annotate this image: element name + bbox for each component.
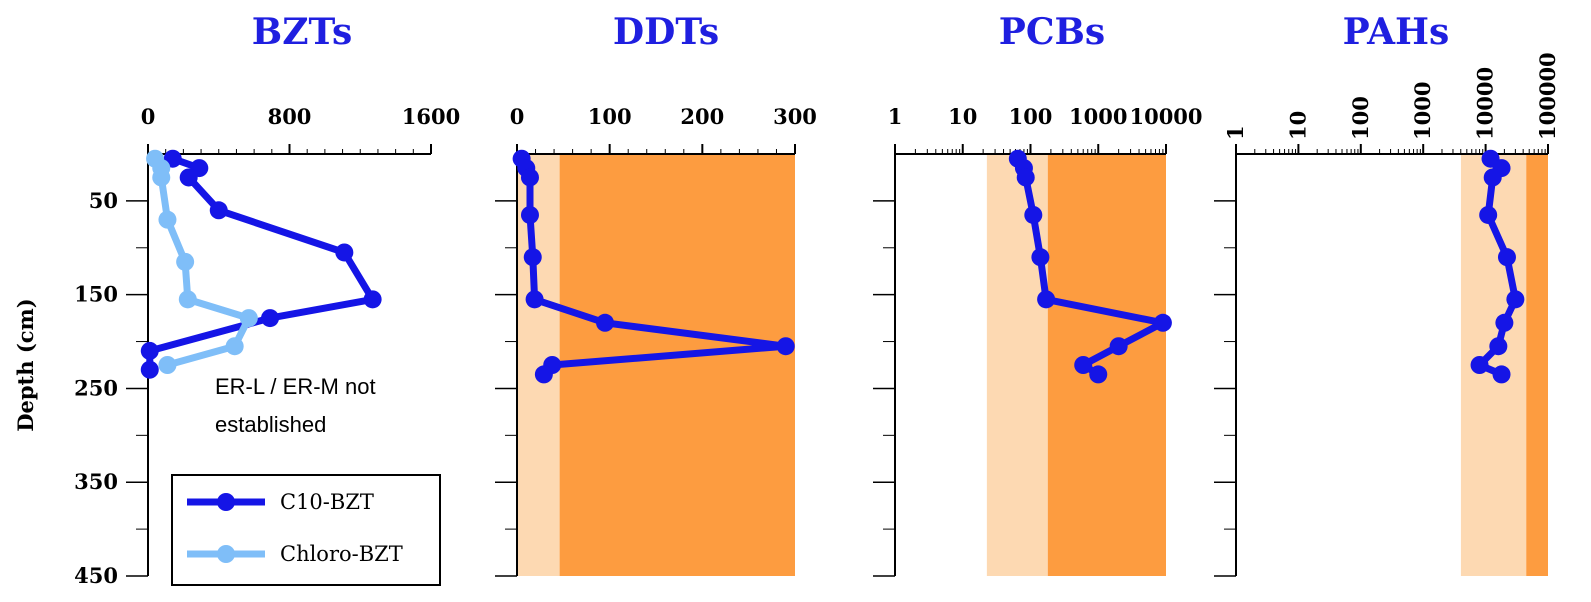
panel-bzts: BZTs 0 800 1600 50 150 250 350 450 bbox=[74, 11, 460, 588]
er-m-band bbox=[1047, 154, 1166, 576]
panel-ddts: DDTs 0 100 200 300 bbox=[495, 11, 817, 577]
er-m-band bbox=[1526, 154, 1548, 576]
legend: C10-BZT Chloro-BZT bbox=[171, 474, 441, 586]
x-tick-label: 1000 bbox=[1410, 82, 1435, 140]
legend-box bbox=[171, 474, 441, 586]
data-point bbox=[534, 365, 553, 384]
data-point bbox=[1506, 290, 1525, 309]
x-tick-label: 1000 bbox=[1069, 104, 1127, 129]
y-tick-label: 150 bbox=[74, 282, 118, 307]
y-axis-title: Depth (cm) bbox=[13, 298, 38, 431]
data-point bbox=[1495, 313, 1514, 332]
legend-swatch-marker bbox=[217, 545, 235, 563]
panel-title: PAHs bbox=[1343, 11, 1450, 53]
data-point bbox=[596, 313, 615, 332]
data-point bbox=[525, 290, 544, 309]
data-point bbox=[179, 168, 198, 187]
x-tick-label: 1 bbox=[888, 104, 903, 129]
x-tick-label: 100 bbox=[1348, 96, 1373, 140]
data-point bbox=[1024, 205, 1043, 224]
x-tick-label: 200 bbox=[680, 104, 724, 129]
x-tick-label: 1600 bbox=[402, 104, 460, 129]
data-point bbox=[1492, 365, 1511, 384]
data-point bbox=[520, 168, 539, 187]
x-tick-label: 1 bbox=[1223, 125, 1248, 140]
panel-title: DDTs bbox=[613, 11, 719, 53]
data-point bbox=[776, 337, 795, 356]
x-tick-label: 100 bbox=[1009, 104, 1053, 129]
y-tick-label: 250 bbox=[74, 375, 118, 400]
x-tick-label: 0 bbox=[141, 104, 156, 129]
data-point bbox=[209, 201, 228, 220]
data-point bbox=[152, 168, 171, 187]
x-tick-label: 10 bbox=[948, 104, 977, 129]
data-point bbox=[1479, 205, 1498, 224]
data-point bbox=[363, 290, 382, 309]
panel-title: PCBs bbox=[999, 11, 1105, 53]
data-point bbox=[335, 243, 354, 262]
data-point bbox=[261, 309, 280, 328]
data-point bbox=[176, 252, 195, 271]
legend-label: Chloro-BZT bbox=[280, 542, 403, 566]
y-tick-label: 50 bbox=[89, 188, 118, 213]
panel-title: BZTs bbox=[252, 11, 352, 53]
x-tick-label: 10 bbox=[1285, 111, 1310, 140]
y-tick-label: 450 bbox=[74, 563, 118, 588]
data-point bbox=[225, 337, 244, 356]
data-point bbox=[178, 290, 197, 309]
x-tick-label: 10000 bbox=[1473, 67, 1498, 140]
x-tick-label: 300 bbox=[773, 104, 817, 129]
note-line: established bbox=[215, 412, 326, 437]
data-point bbox=[1153, 313, 1172, 332]
data-point bbox=[1031, 248, 1050, 267]
note-line: ER-L / ER-M not bbox=[215, 374, 376, 399]
panel-pahs: PAHs 1 10 100 1000 10000 100000 bbox=[1214, 11, 1560, 577]
data-point bbox=[1483, 168, 1502, 187]
y-tick-label: 350 bbox=[74, 469, 118, 494]
legend-swatch-marker bbox=[217, 493, 235, 511]
data-point bbox=[1089, 365, 1108, 384]
x-tick-label: 0 bbox=[510, 104, 525, 129]
data-point bbox=[1037, 290, 1056, 309]
x-tick-label: 100 bbox=[588, 104, 632, 129]
data-point bbox=[523, 248, 542, 267]
er-m-band bbox=[559, 154, 795, 576]
data-point bbox=[1109, 337, 1128, 356]
data-point bbox=[520, 205, 539, 224]
data-point bbox=[1470, 356, 1489, 374]
x-tick-label: 800 bbox=[268, 104, 312, 129]
data-point bbox=[158, 210, 177, 229]
data-point bbox=[1074, 356, 1093, 374]
data-point bbox=[158, 356, 177, 374]
data-point bbox=[140, 341, 159, 360]
legend-label: C10-BZT bbox=[280, 490, 374, 514]
data-point bbox=[239, 309, 258, 328]
panel-pcbs: PCBs 1 10 100 1000 10000 bbox=[873, 11, 1203, 577]
x-tick-label: 10000 bbox=[1129, 104, 1202, 129]
data-point bbox=[1016, 168, 1035, 187]
x-tick-label: 100000 bbox=[1535, 52, 1560, 140]
data-point bbox=[140, 360, 159, 379]
data-point bbox=[1489, 337, 1508, 356]
data-point bbox=[1497, 248, 1516, 267]
